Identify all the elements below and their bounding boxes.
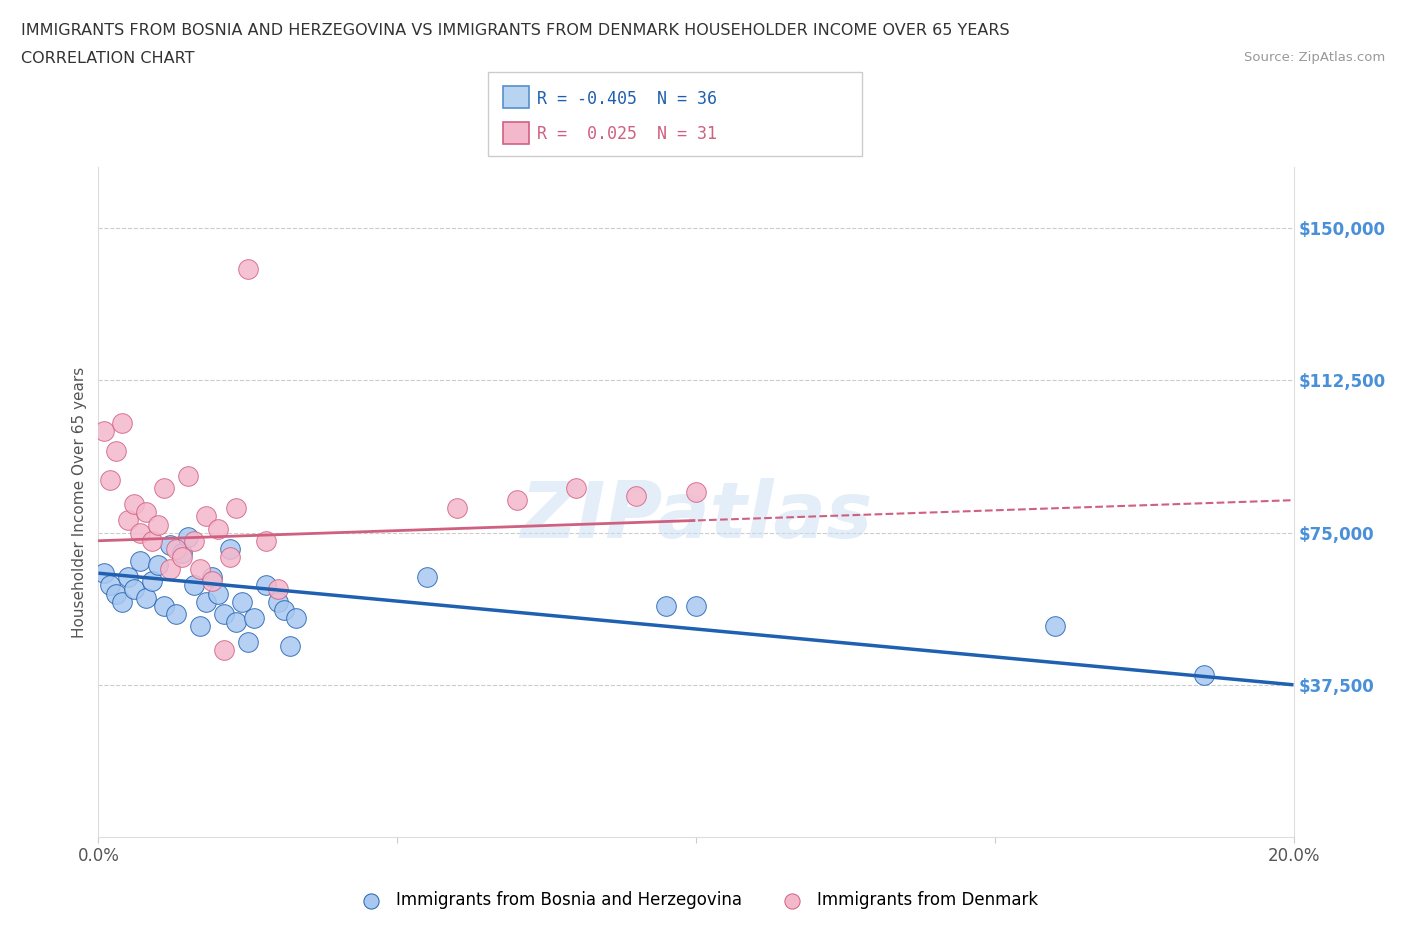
Point [111, 416, 134, 431]
Point [105, 444, 128, 458]
Point [416, 570, 439, 585]
Point [172, 546, 194, 561]
Point [201, 570, 224, 585]
Point [153, 598, 176, 613]
Point [219, 541, 242, 556]
Point [685, 598, 707, 613]
Point [165, 541, 187, 556]
Point [207, 586, 229, 601]
Point [565, 481, 588, 496]
Point [267, 594, 290, 609]
Point [93, 565, 115, 580]
Point [188, 562, 211, 577]
Point [183, 533, 205, 548]
Point [267, 582, 290, 597]
Point [111, 594, 134, 609]
Point [1043, 618, 1066, 633]
Point [148, 558, 170, 573]
Point [225, 615, 247, 630]
Point [124, 497, 146, 512]
Point [685, 485, 707, 499]
Point [284, 610, 307, 625]
Text: IMMIGRANTS FROM BOSNIA AND HERZEGOVINA VS IMMIGRANTS FROM DENMARK HOUSEHOLDER IN: IMMIGRANTS FROM BOSNIA AND HERZEGOVINA V… [21, 23, 1010, 38]
Point [124, 582, 146, 597]
Point [93, 424, 115, 439]
Point [212, 643, 235, 658]
Point [1192, 667, 1215, 682]
Point [655, 598, 678, 613]
Point [129, 553, 152, 568]
Point [177, 469, 200, 484]
Point [117, 513, 139, 528]
Point [195, 594, 218, 609]
Point [165, 606, 187, 621]
Point [243, 610, 266, 625]
Text: CORRELATION CHART: CORRELATION CHART [21, 51, 194, 66]
Point [254, 533, 277, 548]
Point [278, 639, 301, 654]
Y-axis label: Householder Income Over 65 years: Householder Income Over 65 years [72, 366, 87, 638]
Point [100, 578, 122, 592]
Point [177, 529, 200, 544]
Point [141, 574, 163, 589]
Text: R = -0.405  N = 36: R = -0.405 N = 36 [537, 90, 717, 108]
Point [231, 594, 253, 609]
Point [135, 591, 157, 605]
Point [141, 533, 163, 548]
Point [172, 550, 194, 565]
Point [105, 586, 128, 601]
Point [117, 570, 139, 585]
Point [188, 618, 211, 633]
Point [626, 488, 648, 503]
Point [195, 509, 218, 524]
Point [129, 525, 152, 540]
Point [159, 538, 181, 552]
Point [219, 550, 242, 565]
Point [506, 493, 529, 508]
Point [236, 261, 259, 276]
Point [135, 505, 157, 520]
Point [273, 603, 295, 618]
Point [254, 578, 277, 592]
Point [201, 574, 224, 589]
Legend: Immigrants from Bosnia and Herzegovina, Immigrants from Denmark: Immigrants from Bosnia and Herzegovina, … [347, 884, 1045, 916]
Point [153, 481, 176, 496]
Point [207, 521, 229, 536]
Point [148, 517, 170, 532]
Point [236, 635, 259, 650]
Text: R =  0.025  N = 31: R = 0.025 N = 31 [537, 125, 717, 142]
Point [159, 562, 181, 577]
Text: Source: ZipAtlas.com: Source: ZipAtlas.com [1244, 51, 1385, 64]
Point [212, 606, 235, 621]
Point [183, 578, 205, 592]
Text: ZIPatlas: ZIPatlas [520, 478, 872, 553]
Point [225, 501, 247, 516]
Point [100, 472, 122, 487]
Point [446, 501, 468, 516]
